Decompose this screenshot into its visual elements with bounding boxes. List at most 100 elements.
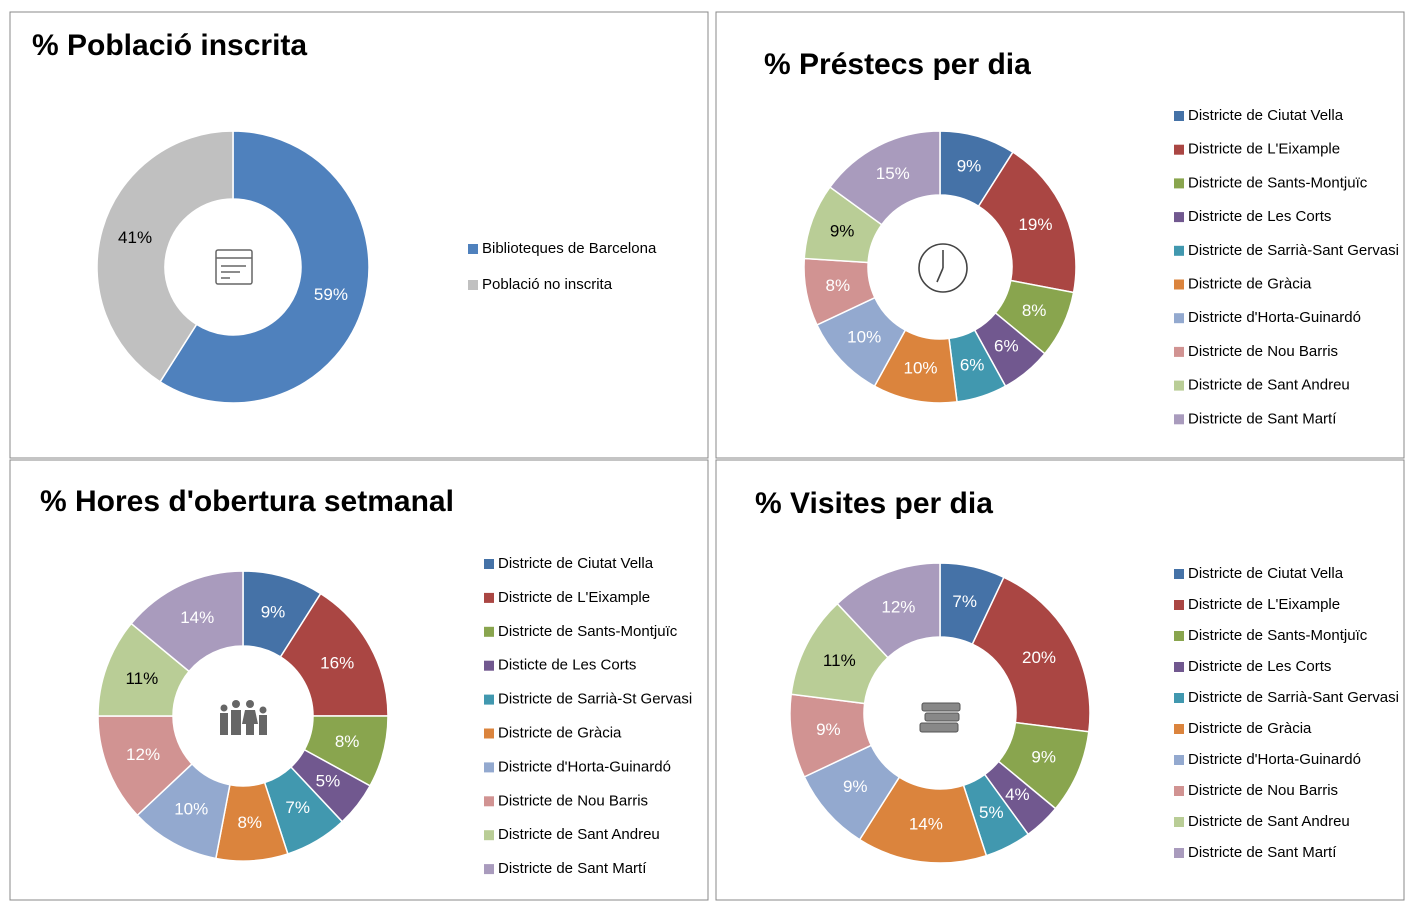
- legend-label: Districte de Sarrià-Sant Gervasi: [1188, 242, 1399, 259]
- legend-label: Districte de Sants-Montjuïc: [498, 623, 678, 640]
- legend-label: Districte de Nou Barris: [1188, 782, 1338, 799]
- data-label: 8%: [1022, 301, 1047, 320]
- legend-swatch: [484, 626, 494, 637]
- books-icon: [919, 702, 961, 733]
- legend-swatch: [1174, 414, 1184, 425]
- legend-label: Districte de Ciutat Vella: [1188, 565, 1344, 582]
- legend-swatch: [1174, 380, 1184, 391]
- legend-label: Districte de Ciutat Vella: [1188, 107, 1344, 124]
- legend-swatch: [1174, 245, 1184, 256]
- data-label: 12%: [881, 597, 915, 616]
- legend-swatch: [484, 864, 494, 875]
- legend-label: Districte de Gràcia: [1188, 275, 1312, 292]
- data-label: 10%: [847, 328, 881, 347]
- legend-label: Districte de L'Eixample: [1188, 141, 1340, 158]
- legend-swatch: [484, 660, 494, 671]
- data-label: 59%: [314, 285, 348, 304]
- legend-swatch: [1174, 111, 1184, 121]
- data-label: 9%: [816, 720, 841, 739]
- data-label: 16%: [320, 654, 354, 673]
- legend-label: Districte de Les Corts: [1188, 208, 1331, 225]
- data-label: 9%: [957, 157, 982, 176]
- legend-swatch: [1174, 569, 1184, 579]
- legend-label: Districte de Gràcia: [1188, 720, 1312, 737]
- legend-swatch: [484, 592, 494, 603]
- data-label: 19%: [1018, 215, 1052, 234]
- donut-slice: [828, 130, 941, 226]
- legend-label: Districte d'Horta-Guinardó: [1188, 751, 1361, 768]
- data-label: 8%: [237, 813, 262, 832]
- data-label: 14%: [180, 608, 214, 627]
- marks: 59% 41% Biblioteques de Barcelona Població …: [96, 107, 1399, 877]
- legend-swatch: [484, 559, 494, 569]
- data-label: 10%: [903, 359, 937, 378]
- data-label: 5%: [979, 803, 1004, 822]
- legend-label: Districte de Ciutat Vella: [498, 555, 654, 572]
- data-label: 15%: [876, 164, 910, 183]
- data-label: 9%: [1031, 747, 1056, 766]
- legend-swatch: [1174, 346, 1184, 357]
- legend-swatch: [484, 762, 494, 773]
- data-label: 8%: [826, 276, 851, 295]
- legend-swatch: [484, 694, 494, 705]
- legend-label: Districte de Sant Andreu: [498, 826, 660, 843]
- legend-swatch: [1174, 693, 1184, 703]
- panel: [715, 459, 1405, 901]
- data-label: 14%: [909, 815, 943, 834]
- data-label: 8%: [335, 732, 360, 751]
- data-label: 9%: [830, 221, 855, 240]
- legend-swatch: [1174, 279, 1184, 290]
- legend-label: Districte de Sant Martí: [498, 860, 647, 877]
- legend-swatch: [1174, 724, 1184, 734]
- data-label: 5%: [316, 771, 341, 790]
- data-label: 7%: [285, 798, 310, 817]
- legend-label: Districte de Sants-Montjuïc: [1188, 174, 1368, 191]
- legend-label: Població no inscrita: [482, 276, 613, 293]
- legend-swatch: [1174, 212, 1184, 223]
- legend-label: Districte de Nou Barris: [1188, 343, 1338, 360]
- donut-slice: [130, 570, 244, 673]
- panel: [715, 11, 1405, 459]
- data-label: 10%: [174, 800, 208, 819]
- legend-label: Districte de Sant Martí: [1188, 410, 1337, 427]
- chart-title: % Població inscrita: [32, 29, 307, 62]
- legend-label: Districte de Sant Andreu: [1188, 377, 1350, 394]
- legend-swatch: [1174, 848, 1184, 858]
- chart-title: % Préstecs per dia: [764, 48, 1031, 81]
- legend-swatch: [468, 244, 478, 254]
- data-label: 12%: [126, 745, 160, 764]
- data-label: 6%: [994, 337, 1019, 356]
- legend-label: Districte de Gràcia: [498, 724, 622, 741]
- legend-swatch: [1174, 631, 1184, 641]
- data-label: 11%: [125, 669, 158, 688]
- legend-swatch: [484, 796, 494, 807]
- donut-slice: [159, 130, 370, 404]
- legend-label: Districte de L'Eixample: [1188, 596, 1340, 613]
- legend-label: Districte de Sant Martí: [1188, 844, 1337, 861]
- legend-label: Districte de Sant Andreu: [1188, 813, 1350, 830]
- data-label: 6%: [960, 355, 985, 374]
- data-label: 20%: [1022, 648, 1056, 667]
- legend-swatch: [468, 280, 478, 290]
- legend-swatch: [1174, 144, 1184, 155]
- chart-title: % Hores d'obertura setmanal: [40, 485, 454, 518]
- legend-swatch: [484, 830, 494, 841]
- legend-swatch: [1174, 313, 1184, 324]
- card-icon: [215, 249, 253, 285]
- legend-swatch: [1174, 662, 1184, 672]
- legend-label: Districte de L'Eixample: [498, 589, 650, 606]
- data-label: 41%: [118, 228, 152, 247]
- data-label: 4%: [1005, 785, 1030, 804]
- legend-label: Disticte de Les Corts: [498, 657, 636, 674]
- legend-label: Districte de Sants-Montjuïc: [1188, 627, 1368, 644]
- legend-label: Districte de Sarrià-St Gervasi: [498, 691, 692, 708]
- legend-label: Districte d'Horta-Guinardó: [1188, 309, 1361, 326]
- donut-slice: [971, 576, 1091, 733]
- legend-label: Districte de Sarrià-Sant Gervasi: [1188, 689, 1399, 706]
- data-label: 9%: [261, 602, 286, 621]
- legend-label: Districte de Nou Barris: [498, 792, 648, 809]
- legend-label: Districte d'Horta-Guinardó: [498, 758, 671, 775]
- legend-label: Biblioteques de Barcelona: [482, 240, 657, 257]
- data-label: 7%: [952, 592, 977, 611]
